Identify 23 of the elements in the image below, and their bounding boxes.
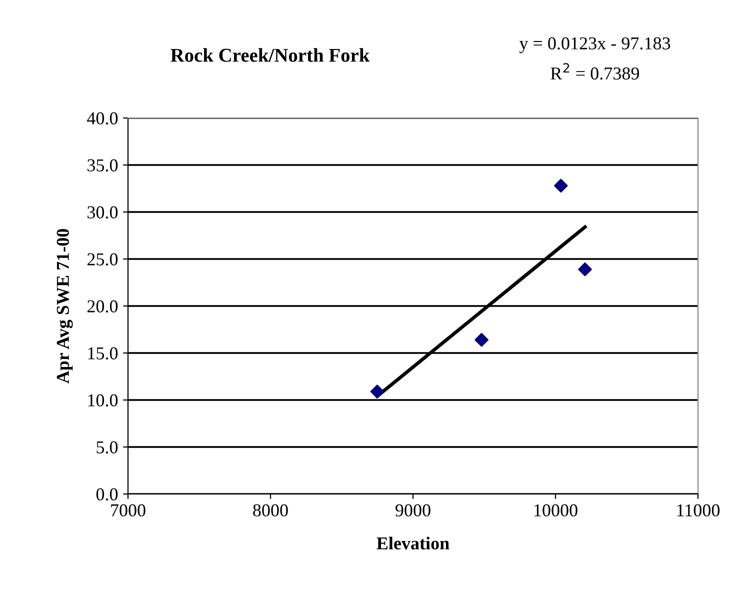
x-axis-title: Elevation — [376, 536, 450, 550]
text: R$^{2}$ = 0.7389 — [550, 63, 640, 80]
point — [370, 384, 384, 398]
point — [554, 178, 568, 193]
x-tick-label: 10000 — [534, 504, 578, 516]
y-axis-title: Apr Avg SWE 71-00 — [56, 229, 73, 384]
point — [578, 262, 592, 276]
y-tick-label: 0.0 — [96, 488, 118, 501]
y-tick-label: 20.0 — [87, 300, 118, 313]
y-tick-label: 30.0 — [88, 206, 118, 219]
point — [474, 332, 488, 347]
y-tick-label: 5.0 — [96, 441, 118, 454]
x-tick-label: 8000 — [253, 504, 288, 516]
y-tick-label: 15.0 — [88, 347, 118, 360]
text: y = 0.0123x - 97.183 — [519, 37, 670, 54]
chart-title: Rock Creek/North Fork — [170, 48, 370, 62]
y-tick-label: 40.0 — [87, 112, 118, 125]
x-tick-label: 7000 — [111, 504, 146, 516]
y-tick-label: 35.0 — [88, 159, 118, 172]
y-tick-label: 25.0 — [87, 253, 118, 266]
x-tick-label: 11000 — [677, 504, 720, 516]
y-tick-label: 10.0 — [88, 394, 118, 407]
x-tick-label: 9000 — [396, 504, 430, 516]
